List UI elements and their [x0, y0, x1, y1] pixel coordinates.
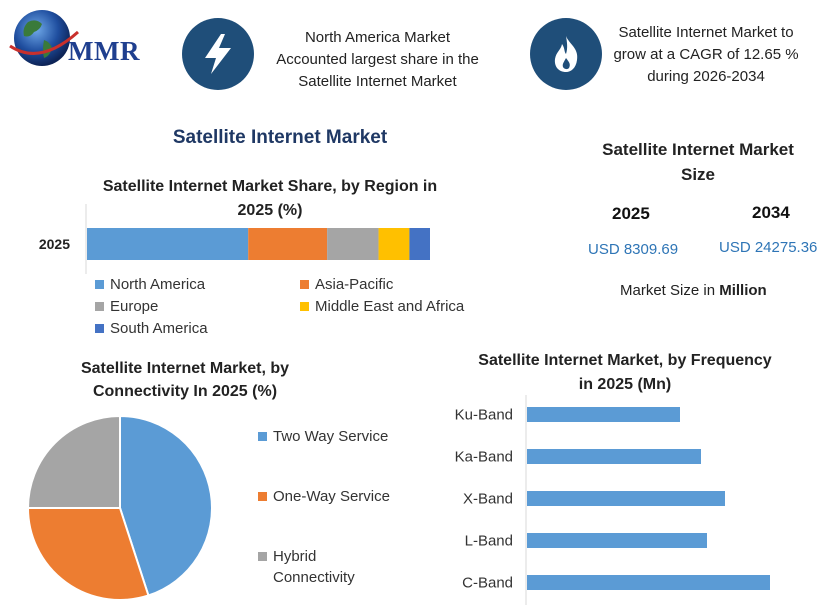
legend-swatch: [258, 432, 267, 441]
year-2034-label: 2034: [752, 203, 790, 222]
logo-text: MMR: [68, 36, 140, 66]
unit-prefix: Market Size in: [620, 282, 716, 299]
legend-swatch: [258, 552, 267, 561]
legend-label: South America: [110, 319, 208, 337]
pie-slice: [26, 414, 121, 509]
region-category-label: 2025: [39, 236, 70, 252]
header-line: during 2026-2034: [647, 68, 765, 85]
market-size-title-line: Size: [680, 165, 716, 184]
lightning-icon: [182, 18, 254, 90]
frequency-bar: [527, 491, 725, 506]
legend-item: Middle East and Africa: [300, 295, 500, 317]
frequency-category-label: L-Band: [465, 533, 513, 550]
region-bar-segment: [409, 228, 430, 260]
chart-title-line: in 2025 (Mn): [578, 376, 672, 393]
page-title: Satellite Internet Market: [172, 127, 388, 148]
frequency-category-label: X-Band: [463, 491, 513, 508]
market-size-2025-value: USD 8309.69: [588, 241, 679, 258]
frequency-bar: [527, 575, 770, 590]
mmr-logo: MMR: [6, 6, 166, 70]
market-size-title: Satellite Internet Market Size: [580, 137, 816, 187]
frequency-category-label: Ku-Band: [455, 407, 513, 424]
header-line: Accounted largest share in the: [276, 51, 479, 68]
legend-swatch: [95, 323, 104, 333]
header-line: North America Market: [304, 29, 451, 46]
pie-slice: [119, 414, 213, 597]
region-share-chart: 2025: [39, 204, 430, 274]
globe-icon: [9, 10, 79, 66]
legend-item: Asia-Pacific: [300, 273, 500, 295]
header-box-north-america: North America Market Accounted largest s…: [255, 27, 500, 93]
market-size-unit: Market Size in Million: [620, 282, 767, 299]
legend-item: South America: [95, 317, 305, 339]
header-line: Satellite Internet Market to: [618, 24, 794, 41]
frequency-chart-title: Satellite Internet Market, by Frequency …: [440, 349, 810, 397]
legend-label: Europe: [110, 297, 159, 315]
region-bar-segment: [87, 228, 249, 260]
legend-swatch: [95, 279, 104, 289]
legend-label: Middle East and Africa: [315, 297, 465, 315]
frequency-category-label: Ka-Band: [455, 449, 513, 466]
frequency-bar: [527, 407, 680, 422]
region-chart-title: Satellite Internet Market Share, by Regi…: [80, 175, 460, 223]
legend-item: One-Way Service: [258, 486, 390, 507]
legend-item: Europe: [95, 295, 305, 317]
flame-icon: [530, 18, 602, 90]
region-bar-segment: [327, 228, 379, 260]
chart-title-line: 2025 (%): [237, 202, 303, 219]
legend-item: Two Way Service: [258, 426, 388, 447]
legend-swatch: [258, 492, 267, 501]
connectivity-pie-chart: [26, 414, 213, 601]
legend-label: North America: [110, 275, 206, 293]
legend-label: Two Way Service: [273, 428, 389, 445]
chart-title-line: Satellite Internet Market, by: [80, 360, 290, 377]
header-box-cagr: Satellite Internet Market to grow at a C…: [606, 22, 806, 88]
unit-bold: Million: [719, 282, 767, 299]
legend-item: North America: [95, 273, 305, 295]
frequency-bar: [527, 533, 707, 548]
legend-label: Hybrid: [273, 548, 317, 565]
market-size-2034-value: USD 24275.36: [719, 239, 818, 256]
header-line: grow at a CAGR of 12.65 %: [613, 46, 799, 63]
region-legend: North America Europe South America: [95, 273, 305, 339]
chart-title-line: Satellite Internet Market, by Frequency: [478, 352, 772, 369]
region-bar-segment: [378, 228, 410, 260]
legend-swatch: [95, 301, 104, 311]
pie-slice: [26, 507, 150, 601]
frequency-bar: [527, 449, 701, 464]
legend-label: Connectivity: [273, 569, 355, 586]
connectivity-chart-title: Satellite Internet Market, by Connectivi…: [40, 357, 330, 403]
region-legend-col2: Asia-Pacific Middle East and Africa: [300, 273, 500, 317]
legend-item: Hybrid Connectivity: [258, 546, 355, 588]
region-bar-segment: [248, 228, 328, 260]
chart-title-line: Satellite Internet Market Share, by Regi…: [102, 178, 438, 195]
chart-title-line: Connectivity In 2025 (%): [92, 383, 278, 400]
frequency-bar-chart: Ku-Band Ka-Band X-Band L-Band C-Band: [455, 395, 770, 605]
legend-swatch: [300, 279, 309, 289]
header-line: Satellite Internet Market: [298, 73, 457, 90]
frequency-category-label: C-Band: [462, 575, 513, 592]
market-size-title-line: Satellite Internet Market: [602, 140, 794, 159]
legend-swatch: [300, 301, 309, 311]
legend-label: Asia-Pacific: [315, 275, 394, 293]
legend-label: One-Way Service: [273, 488, 390, 505]
year-2025-label: 2025: [612, 204, 650, 223]
